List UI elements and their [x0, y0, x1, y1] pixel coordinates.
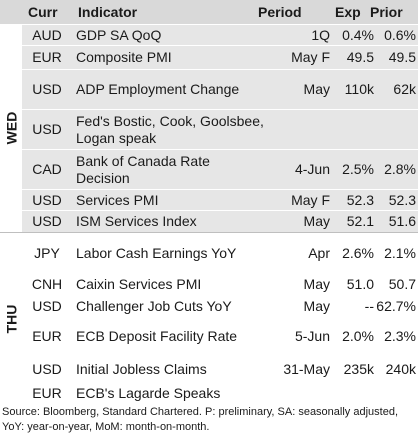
- curr-cell: CAD: [32, 161, 62, 177]
- table-row: USD ADP Employment Change May 110k 62k: [22, 69, 418, 109]
- period-cell: May F: [291, 191, 330, 208]
- prior-cell: 0.6%: [384, 26, 416, 43]
- period-cell: May: [303, 213, 330, 229]
- indicator-cell: Services PMI: [76, 191, 159, 208]
- header-curr: Curr: [28, 4, 58, 20]
- prior-cell: 240k: [385, 360, 416, 377]
- exp-cell: 51.0: [346, 275, 374, 292]
- indicator-cell: ECB Deposit Facility Rate: [76, 328, 238, 344]
- header-exp: Exp: [335, 4, 361, 20]
- period-cell: 5-Jun: [294, 328, 330, 344]
- curr-cell: USD: [32, 213, 62, 229]
- prior-cell: 52.3: [388, 191, 416, 208]
- table-row: USD Fed's Bostic, Cook, Goolsbee, Logan …: [22, 109, 418, 149]
- indicator-cell: Bank of Canada Rate Decision: [76, 152, 210, 186]
- curr-cell: USD: [32, 81, 62, 97]
- exp-cell: [332, 383, 374, 404]
- prior-cell: [376, 110, 416, 149]
- curr-cell: USD: [32, 298, 62, 314]
- prior-cell: 49.5: [388, 49, 416, 65]
- exp-cell: 2.0%: [342, 328, 374, 344]
- exp-cell: 0.4%: [342, 26, 374, 43]
- indicator-cell: Caixin Services PMI: [76, 275, 202, 292]
- table-row: USD Services PMI May F 52.3 52.3: [22, 189, 418, 210]
- table-row: USD Initial Jobless Claims 31-May 235k 2…: [22, 355, 418, 382]
- day-label-thu: THU: [3, 304, 19, 333]
- prior-cell: 62k: [393, 81, 416, 97]
- period-cell: May: [303, 298, 330, 314]
- prior-cell: 2.3%: [384, 328, 416, 344]
- exp-cell: 2.6%: [342, 245, 374, 261]
- indicator-cell: ECB's Lagarde Speaks: [76, 385, 221, 401]
- table-row: EUR ECB's Lagarde Speaks: [22, 382, 418, 404]
- curr-cell: EUR: [32, 49, 62, 65]
- prior-cell: 2.8%: [384, 161, 416, 177]
- indicator-cell: Composite PMI: [76, 49, 172, 65]
- day-label-wed: WED: [3, 111, 20, 145]
- exp-cell: 52.3: [346, 191, 374, 208]
- prior-cell: 62.7%: [376, 298, 416, 314]
- curr-cell: EUR: [32, 328, 62, 344]
- period-cell: 4-Jun: [294, 161, 330, 177]
- indicator-cell: Initial Jobless Claims: [76, 360, 207, 377]
- table-row: CNH Caixin Services PMI May 51.0 50.7: [22, 272, 418, 295]
- prior-cell: 51.6: [388, 213, 416, 229]
- indicator-cell: Labor Cash Earnings YoY: [76, 245, 237, 261]
- period-cell: [272, 110, 330, 149]
- indicator-cell: Challenger Job Cuts YoY: [76, 298, 232, 314]
- header-period: Period: [258, 4, 302, 20]
- period-cell: [272, 383, 330, 404]
- prior-cell: [376, 383, 416, 404]
- day-separator: [0, 232, 418, 234]
- prior-cell: 50.7: [388, 275, 416, 292]
- curr-cell: EUR: [32, 385, 62, 401]
- exp-cell: 49.5: [346, 49, 374, 65]
- curr-cell: USD: [32, 121, 62, 137]
- period-cell: May: [303, 275, 330, 292]
- exp-cell: 235k: [343, 360, 374, 377]
- exp-cell: --: [364, 298, 374, 314]
- period-cell: May F: [291, 49, 330, 65]
- curr-cell: JPY: [34, 245, 60, 261]
- table-header: Curr Indicator Period Exp Prior: [0, 0, 418, 24]
- table-row: EUR ECB Deposit Facility Rate 5-Jun 2.0%…: [22, 317, 418, 355]
- day-group-wed: WED: [0, 24, 22, 232]
- day-group-thu: THU: [0, 233, 22, 404]
- indicator-cell: ISM Services Index: [76, 213, 197, 229]
- indicator-cell: ADP Employment Change: [76, 81, 240, 97]
- curr-cell: AUD: [32, 26, 62, 43]
- period-cell: 31-May: [283, 360, 330, 377]
- header-indicator: Indicator: [78, 4, 138, 20]
- table-row: USD ISM Services Index May 52.1 51.6: [22, 210, 418, 232]
- period-cell: May: [303, 81, 330, 97]
- curr-cell: CNH: [31, 275, 63, 292]
- exp-cell: 110k: [344, 81, 374, 97]
- table-row: AUD GDP SA QoQ 1Q 0.4% 0.6%: [22, 24, 418, 45]
- table-row: JPY Labor Cash Earnings YoY Apr 2.6% 2.1…: [22, 234, 418, 272]
- source-footnote: Source: Bloomberg, Standard Chartered. P…: [2, 406, 398, 433]
- curr-cell: USD: [32, 191, 62, 208]
- exp-cell: [332, 110, 374, 149]
- exp-cell: 2.5%: [342, 161, 374, 177]
- header-prior: Prior: [370, 4, 403, 20]
- curr-cell: USD: [32, 360, 62, 377]
- indicator-cell: Fed's Bostic, Cook, Goolsbee, Logan spea…: [76, 112, 264, 146]
- period-cell: Apr: [308, 245, 330, 261]
- indicator-cell: GDP SA QoQ: [76, 26, 162, 43]
- prior-cell: 2.1%: [384, 245, 416, 261]
- table-row: EUR Composite PMI May F 49.5 49.5: [22, 45, 418, 69]
- table-row: USD Challenger Job Cuts YoY May -- 62.7%: [22, 295, 418, 317]
- period-cell: 1Q: [311, 26, 330, 43]
- exp-cell: 52.1: [346, 213, 374, 229]
- table-row: CAD Bank of Canada Rate Decision 4-Jun 2…: [22, 149, 418, 189]
